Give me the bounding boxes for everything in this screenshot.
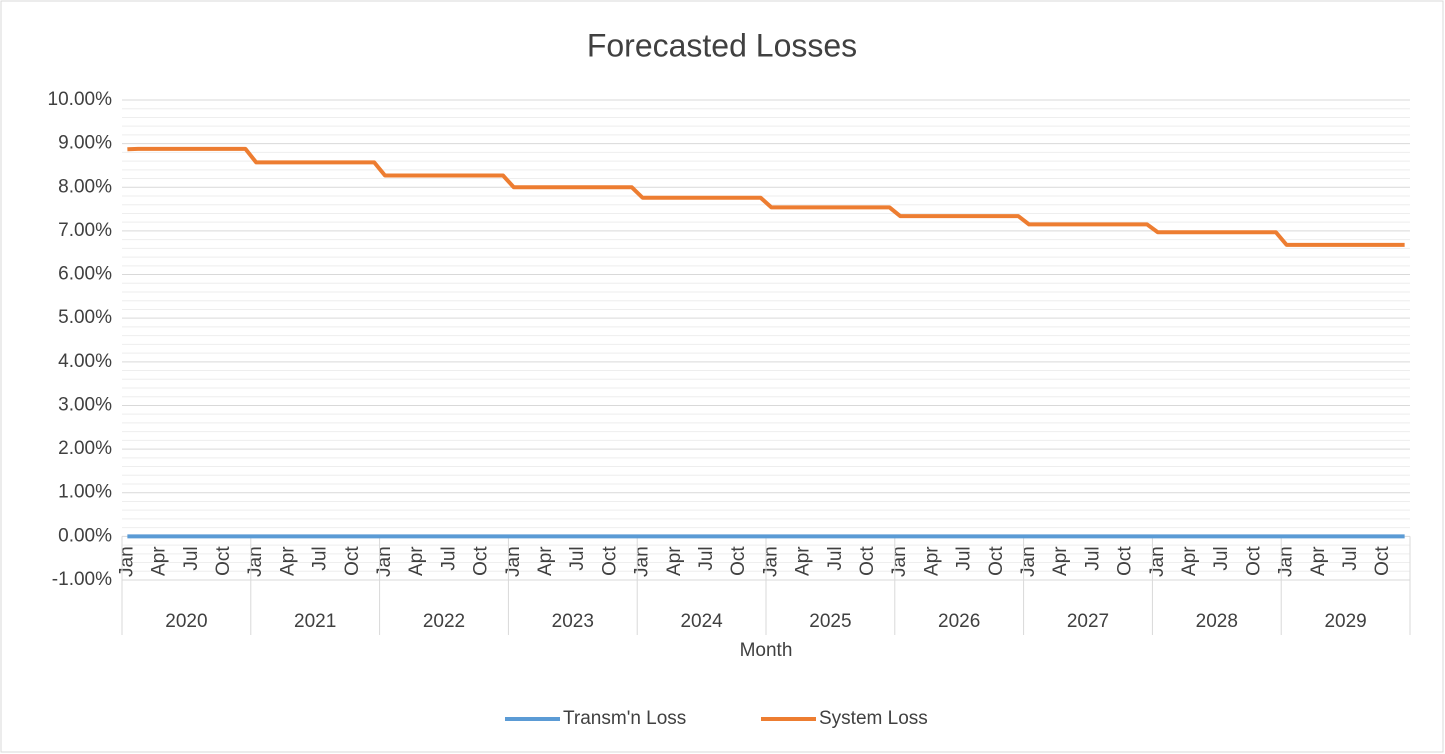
- group-label: 2028: [1196, 611, 1238, 632]
- x-tick-label: Apr: [1179, 546, 1200, 576]
- legend-label: Transm'n Loss: [563, 708, 686, 729]
- y-tick-label: 8.00%: [58, 176, 112, 197]
- x-tick-label: Jan: [374, 546, 395, 577]
- x-tick-label: Jul: [310, 546, 331, 570]
- x-tick-label: Apr: [406, 546, 427, 576]
- group-label: 2029: [1324, 611, 1366, 632]
- x-tick-label: Apr: [793, 546, 814, 576]
- x-tick-label: Apr: [1308, 546, 1329, 576]
- x-tick-label: Jan: [503, 546, 524, 577]
- x-tick-label: Oct: [1243, 546, 1264, 576]
- x-tick-label: Jan: [1147, 546, 1168, 577]
- x-tick-label: Jan: [889, 546, 910, 577]
- y-tick-label: 3.00%: [58, 394, 112, 415]
- x-tick-label: Jul: [438, 546, 459, 570]
- x-tick-label: Oct: [213, 546, 234, 576]
- y-tick-label: 6.00%: [58, 264, 112, 285]
- y-tick-label: 0.00%: [58, 525, 112, 546]
- y-tick-label: 4.00%: [58, 351, 112, 372]
- x-tick-label: Apr: [535, 546, 556, 576]
- group-label: 2023: [552, 611, 594, 632]
- x-tick-label: Oct: [986, 546, 1007, 576]
- x-tick-label: Jan: [116, 546, 137, 577]
- series-line: [127, 146, 1405, 247]
- x-tick-label: Oct: [857, 546, 878, 576]
- x-tick-label: Jan: [245, 546, 266, 577]
- group-label: 2027: [1067, 611, 1109, 632]
- x-axis-label: Month: [740, 640, 793, 661]
- x-tick-label: Oct: [599, 546, 620, 576]
- y-tick-label: 10.00%: [48, 89, 113, 110]
- x-tick-label: Jan: [1276, 546, 1297, 577]
- group-label: 2021: [294, 611, 336, 632]
- x-tick-label: Apr: [664, 546, 685, 576]
- group-label: 2024: [680, 611, 723, 632]
- y-tick-label: 7.00%: [58, 220, 112, 241]
- x-tick-label: Oct: [1115, 546, 1136, 576]
- x-tick-label: Jan: [632, 546, 653, 577]
- x-tick-label: Oct: [342, 546, 363, 576]
- group-label: 2022: [423, 611, 465, 632]
- legend-label: System Loss: [819, 708, 928, 729]
- y-tick-label: 5.00%: [58, 307, 112, 328]
- x-tick-label: Jan: [1018, 546, 1039, 577]
- x-tick-label: Jul: [1211, 546, 1232, 570]
- x-tick-label: Apr: [921, 546, 942, 576]
- x-tick-label: Jul: [181, 546, 202, 570]
- x-tick-label: Jul: [1082, 546, 1103, 570]
- chart-title: Forecasted Losses: [587, 27, 857, 63]
- y-tick-label: 2.00%: [58, 438, 112, 459]
- group-label: 2026: [938, 611, 980, 632]
- x-tick-label: Jan: [760, 546, 781, 577]
- x-tick-label: Apr: [1050, 546, 1071, 576]
- y-tick-label: -1.00%: [52, 569, 112, 590]
- x-tick-label: Jul: [1340, 546, 1361, 570]
- x-tick-label: Apr: [149, 546, 170, 576]
- x-tick-label: Oct: [471, 546, 492, 576]
- y-tick-label: 9.00%: [58, 133, 112, 154]
- group-label: 2025: [809, 611, 851, 632]
- x-tick-label: Jul: [696, 546, 717, 570]
- x-tick-label: Oct: [1372, 546, 1393, 576]
- x-tick-label: Apr: [277, 546, 298, 576]
- y-tick-label: 1.00%: [58, 482, 112, 503]
- group-label: 2020: [165, 611, 207, 632]
- x-tick-label: Jul: [825, 546, 846, 570]
- x-tick-label: Jul: [954, 546, 975, 570]
- x-tick-label: Oct: [728, 546, 749, 576]
- x-tick-label: Jul: [567, 546, 588, 570]
